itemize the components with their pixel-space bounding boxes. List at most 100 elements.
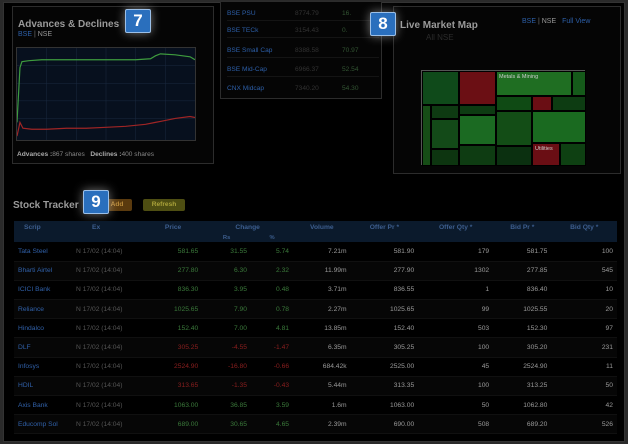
table-row[interactable]: Tata Steel N 17/02 (14:04) 581.65 31.55 5.74…: [14, 242, 617, 262]
table-row[interactable]: Axis Bank N 17/02 (14:04) 1063.00 36.85 3.59…: [14, 395, 617, 416]
col-offer-qty[interactable]: Offer Qty *: [418, 221, 494, 233]
refresh-button[interactable]: Refresh: [143, 199, 185, 211]
table-row[interactable]: ICICI Bank N 17/02 (14:04) 836.30 3.95 0.48 3…: [14, 280, 617, 301]
nse-link[interactable]: NSE: [37, 31, 53, 38]
stock-price: 277.80: [144, 261, 203, 281]
table-row[interactable]: Educomp Sol N 17/02 (14:04) 689.00 30.65 4.6…: [14, 414, 617, 435]
stock-change-pct: 5.74: [251, 242, 294, 262]
index-name: BSE PSU: [227, 10, 256, 17]
col-change[interactable]: Change: [202, 221, 294, 233]
treemap-cell[interactable]: [459, 105, 496, 115]
table-row[interactable]: Hindalco N 17/02 (14:04) 152.40 7.00 4.81 13.…: [14, 318, 617, 339]
col-bid-qty[interactable]: Bid Qty *: [551, 221, 617, 233]
index-row[interactable]: BSE Mid-Cap 6966.37 52.54: [227, 62, 379, 77]
stock-offer-price: 1063.00: [350, 395, 419, 416]
index-row[interactable]: BSE TECk 3154.43 0.: [227, 23, 379, 38]
stock-bid-price: 1062.80: [493, 395, 552, 416]
index-row[interactable]: BSE Small Cap 8388.58 70.97: [227, 43, 379, 58]
col-scrip[interactable]: Scrip: [14, 221, 72, 233]
col-bid-pr[interactable]: Bid Pr *: [493, 221, 552, 233]
stock-bid-price: 836.40: [493, 280, 552, 301]
treemap-cell[interactable]: [572, 71, 586, 96]
treemap-cell[interactable]: [552, 96, 586, 111]
treemap-cell[interactable]: [422, 105, 431, 166]
market-map-panel: Live Market Map All NSE BSE | NSE Full V…: [393, 6, 621, 174]
treemap-cell[interactable]: [496, 146, 532, 166]
stock-offer-price: 690.00: [350, 414, 419, 435]
stock-scrip[interactable]: Bharti Airtel: [14, 261, 72, 281]
map-bse-link[interactable]: BSE: [522, 18, 537, 25]
stock-scrip[interactable]: Hindalco: [14, 318, 72, 339]
treemap-cell[interactable]: [560, 143, 586, 166]
bse-link[interactable]: BSE: [18, 31, 33, 38]
advances-title: Advances & Declines: [18, 19, 120, 30]
stock-bid-price: 689.20: [493, 414, 552, 435]
col-volume[interactable]: Volume: [293, 221, 351, 233]
stock-bid-price: 277.85: [493, 261, 552, 281]
treemap-cell[interactable]: [422, 71, 459, 105]
treemap-cell[interactable]: [459, 71, 496, 105]
col-change-pct[interactable]: %: [251, 233, 294, 242]
col-price[interactable]: Price: [144, 221, 203, 233]
stock-scrip[interactable]: DLF: [14, 337, 72, 358]
table-row[interactable]: Reliance N 17/02 (14:04) 1025.65 7.90 0.78 2.…: [14, 299, 617, 320]
treemap-cell-utilities[interactable]: Utilities: [532, 143, 560, 166]
stock-scrip[interactable]: Tata Steel: [14, 242, 72, 262]
market-map-subtitle: All NSE: [426, 33, 454, 42]
stock-scrip[interactable]: ICICI Bank: [14, 280, 72, 301]
stock-volume: 2.27m: [293, 299, 351, 320]
stock-scrip[interactable]: Infosys: [14, 357, 72, 377]
index-row[interactable]: BSE PSU 8774.79 16.: [227, 6, 379, 21]
map-nse-link[interactable]: NSE: [541, 18, 557, 25]
stock-scrip[interactable]: Reliance: [14, 299, 72, 320]
subheader-empty: [418, 233, 494, 242]
table-row[interactable]: DLF N 17/02 (14:04) 305.25 -4.55 -1.47 6.35m 3…: [14, 337, 617, 358]
table-row[interactable]: Bharti Airtel N 17/02 (14:04) 277.80 6.30 2.…: [14, 261, 617, 281]
col-ex[interactable]: Ex: [72, 221, 144, 233]
stock-scrip[interactable]: HDIL: [14, 376, 72, 397]
stock-offer-qty: 179: [418, 242, 494, 262]
subheader-empty: [72, 233, 144, 242]
treemap-cell[interactable]: [532, 111, 586, 143]
stock-bid-qty: 50: [551, 376, 617, 397]
stock-offer-price: 305.25: [350, 337, 419, 358]
index-change: 54.30: [342, 85, 359, 92]
stock-scrip[interactable]: Axis Bank: [14, 395, 72, 416]
treemap-cell[interactable]: [496, 96, 532, 111]
stock-offer-qty: 1: [418, 280, 494, 301]
col-offer-pr[interactable]: Offer Pr *: [350, 221, 419, 233]
subheader-empty: [144, 233, 203, 242]
col-change-rs[interactable]: Rs: [202, 233, 251, 242]
stock-exchange-time: N 17/02 (14:04): [72, 280, 144, 301]
treemap-cell-metals-mining[interactable]: Metals & Mining: [496, 71, 572, 96]
advances-label: Advances :: [17, 151, 53, 158]
treemap-cell[interactable]: [459, 145, 496, 166]
index-row[interactable]: CNX Midcap 7340.20 54.30: [227, 81, 379, 96]
stock-change-rs: 31.55: [202, 242, 251, 262]
table-row[interactable]: HDIL N 17/02 (14:04) 313.65 -1.35 -0.43 5.44m…: [14, 376, 617, 397]
stock-bid-qty: 10: [551, 280, 617, 301]
index-change: 0.: [342, 27, 348, 34]
treemap-cell[interactable]: [431, 105, 459, 119]
treemap-cell[interactable]: [532, 96, 552, 111]
treemap-cell[interactable]: [459, 115, 496, 145]
full-view-link[interactable]: Full View: [562, 18, 591, 25]
stock-change-rs: 7.00: [202, 318, 251, 339]
stock-scrip[interactable]: Educomp Sol: [14, 414, 72, 435]
advances-value: 867 shares: [52, 151, 85, 158]
stock-bid-price: 313.25: [493, 376, 552, 397]
stock-bid-price: 152.30: [493, 318, 552, 339]
stock-volume: 11.99m: [293, 261, 351, 281]
market-treemap[interactable]: Metals & Mining Utilities: [421, 70, 586, 166]
index-change: 52.54: [342, 66, 359, 73]
stock-change-rs: 36.85: [202, 395, 251, 416]
add-button[interactable]: Add: [102, 199, 132, 211]
treemap-cell[interactable]: [431, 119, 459, 149]
stock-change-pct: -0.66: [251, 357, 294, 377]
treemap-cell[interactable]: [496, 111, 532, 146]
stock-exchange-time: N 17/02 (14:04): [72, 318, 144, 339]
exchange-switch: BSE | NSE: [18, 31, 52, 38]
stock-bid-qty: 97: [551, 318, 617, 339]
treemap-cell[interactable]: [431, 149, 459, 166]
table-row[interactable]: Infosys N 17/02 (14:04) 2524.90 -16.80 -0.66…: [14, 357, 617, 377]
